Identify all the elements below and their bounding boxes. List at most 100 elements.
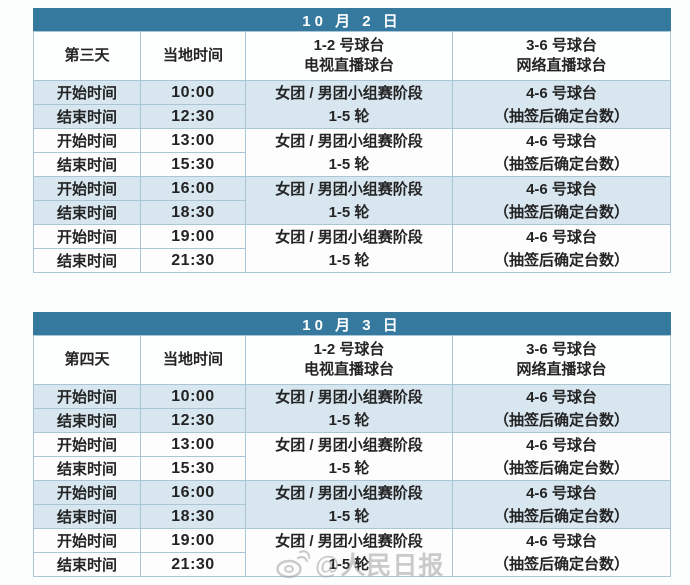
start-time-label: 开始时间 [33,480,141,505]
net-tables-column-header: 3-6 号球台 网络直播球台 [451,31,672,81]
start-time-value: 19:00 [140,224,246,249]
net-tables-cell: 4-6 号球台 （抽签后确定台数） [451,480,672,529]
end-time-label: 结束时间 [33,456,141,481]
event-cell: 女团 / 男团小组赛阶段 1-5 轮 [245,128,453,177]
event-line1: 女团 / 男团小组赛阶段 [275,388,423,406]
end-time-value: 15:30 [140,152,246,177]
net-tables-line2: 网络直播球台 [516,361,607,378]
end-time-value: 15:30 [140,456,246,481]
net-tables-cell: 4-6 号球台 （抽签后确定台数） [451,432,672,481]
local-time-column-header: 当地时间 [140,335,246,385]
end-time-value: 12:30 [140,104,246,129]
net-tables-cell: 4-6 号球台 （抽签后确定台数） [451,80,672,129]
net-tables-cell-line2: （抽签后确定台数） [494,555,630,573]
event-cell: 女团 / 男团小组赛阶段 1-5 轮 [245,528,453,577]
net-tables-cell-line1: 4-6 号球台 [526,132,597,150]
event-line1: 女团 / 男团小组赛阶段 [275,436,423,454]
start-time-label: 开始时间 [33,176,141,201]
start-time-value: 13:00 [140,128,246,153]
event-cell: 女团 / 男团小组赛阶段 1-5 轮 [245,176,453,225]
session-start-row: 开始时间 13:00 女团 / 男团小组赛阶段 1-5 轮 4-6 号球台 （抽… [33,128,672,177]
event-line2: 1-5 轮 [328,251,370,269]
event-line1: 女团 / 男团小组赛阶段 [275,180,423,198]
day-column-header: 第四天 [33,335,141,385]
schedule-table-oct-3: 10 月 3 日 第四天 当地时间 1-2 号球台 电视直播球台 3-6 号球台… [32,312,672,577]
session-end-row: 结束时间 18:30 [33,200,671,225]
net-tables-cell-line1: 4-6 号球台 [526,84,597,102]
end-time-label: 结束时间 [33,152,141,177]
net-tables-cell-line1: 4-6 号球台 [526,532,597,550]
end-time-label: 结束时间 [33,552,141,577]
event-line1: 女团 / 男团小组赛阶段 [275,484,423,502]
date-title: 10 月 2 日 [32,8,672,32]
session-start-row: 开始时间 16:00 女团 / 男团小组赛阶段 1-5 轮 4-6 号球台 （抽… [33,480,672,529]
column-header-row: 第三天 当地时间 1-2 号球台 电视直播球台 3-6 号球台 网络直播球台 [33,31,672,81]
tv-tables-line1: 1-2 号球台 [313,341,385,358]
event-line2: 1-5 轮 [328,107,370,125]
event-cell: 女团 / 男团小组赛阶段 1-5 轮 [245,384,453,433]
net-tables-cell-line2: （抽签后确定台数） [494,203,630,221]
day-column-header: 第三天 [33,31,141,81]
start-time-value: 10:00 [140,80,246,105]
end-time-value: 18:30 [140,200,246,225]
event-line2: 1-5 轮 [328,459,370,477]
event-cell: 女团 / 男团小组赛阶段 1-5 轮 [245,432,453,481]
tv-tables-line2: 电视直播球台 [303,361,394,378]
session-end-row: 结束时间 18:30 [33,504,671,529]
tv-tables-column-header: 1-2 号球台 电视直播球台 [245,31,453,81]
end-time-value: 21:30 [140,552,246,577]
net-tables-cell-line1: 4-6 号球台 [526,228,597,246]
net-tables-cell-line1: 4-6 号球台 [526,484,597,502]
start-time-value: 16:00 [140,480,246,505]
start-time-label: 开始时间 [33,384,141,409]
net-tables-cell-line2: （抽签后确定台数） [494,507,630,525]
session-end-row: 结束时间 21:30 [33,248,671,273]
net-tables-cell-line2: （抽签后确定台数） [494,411,630,429]
net-tables-cell-line2: （抽签后确定台数） [494,459,630,477]
start-time-value: 13:00 [140,432,246,457]
net-tables-cell: 4-6 号球台 （抽签后确定台数） [451,128,672,177]
column-header-row: 第四天 当地时间 1-2 号球台 电视直播球台 3-6 号球台 网络直播球台 [33,335,672,385]
tv-tables-column-header: 1-2 号球台 电视直播球台 [245,335,453,385]
date-title: 10 月 3 日 [32,312,672,336]
session-start-row: 开始时间 13:00 女团 / 男团小组赛阶段 1-5 轮 4-6 号球台 （抽… [33,432,672,481]
start-time-label: 开始时间 [33,80,141,105]
net-tables-column-header: 3-6 号球台 网络直播球台 [451,335,672,385]
start-time-label: 开始时间 [33,432,141,457]
net-tables-cell-line2: （抽签后确定台数） [494,251,630,269]
end-time-label: 结束时间 [33,104,141,129]
net-tables-line1: 3-6 号球台 [526,37,597,54]
end-time-label: 结束时间 [33,504,141,529]
start-time-label: 开始时间 [33,128,141,153]
session-start-row: 开始时间 10:00 女团 / 男团小组赛阶段 1-5 轮 4-6 号球台 （抽… [33,80,672,129]
session-end-row: 结束时间 21:30 [33,552,671,577]
event-line2: 1-5 轮 [328,507,370,525]
end-time-label: 结束时间 [33,248,141,273]
net-tables-cell: 4-6 号球台 （抽签后确定台数） [451,384,672,433]
session-end-row: 结束时间 12:30 [33,408,671,433]
event-line2: 1-5 轮 [328,411,370,429]
date-header-row: 10 月 3 日 [32,312,672,336]
end-time-value: 21:30 [140,248,246,273]
session-start-row: 开始时间 16:00 女团 / 男团小组赛阶段 1-5 轮 4-6 号球台 （抽… [33,176,672,225]
event-line1: 女团 / 男团小组赛阶段 [275,228,423,246]
net-tables-cell: 4-6 号球台 （抽签后确定台数） [451,176,672,225]
date-header-row: 10 月 2 日 [32,8,672,32]
net-tables-line1: 3-6 号球台 [526,341,597,358]
event-cell: 女团 / 男团小组赛阶段 1-5 轮 [245,480,453,529]
net-tables-line2: 网络直播球台 [516,57,607,74]
start-time-value: 10:00 [140,384,246,409]
event-cell: 女团 / 男团小组赛阶段 1-5 轮 [245,224,453,273]
tv-tables-line1: 1-2 号球台 [313,37,385,54]
start-time-label: 开始时间 [33,528,141,553]
start-time-value: 16:00 [140,176,246,201]
event-line2: 1-5 轮 [328,155,370,173]
event-line2: 1-5 轮 [328,203,370,221]
event-line1: 女团 / 男团小组赛阶段 [275,132,423,150]
event-cell: 女团 / 男团小组赛阶段 1-5 轮 [245,80,453,129]
end-time-value: 12:30 [140,408,246,433]
net-tables-cell: 4-6 号球台 （抽签后确定台数） [451,528,672,577]
net-tables-cell-line1: 4-6 号球台 [526,388,597,406]
session-end-row: 结束时间 12:30 [33,104,671,129]
